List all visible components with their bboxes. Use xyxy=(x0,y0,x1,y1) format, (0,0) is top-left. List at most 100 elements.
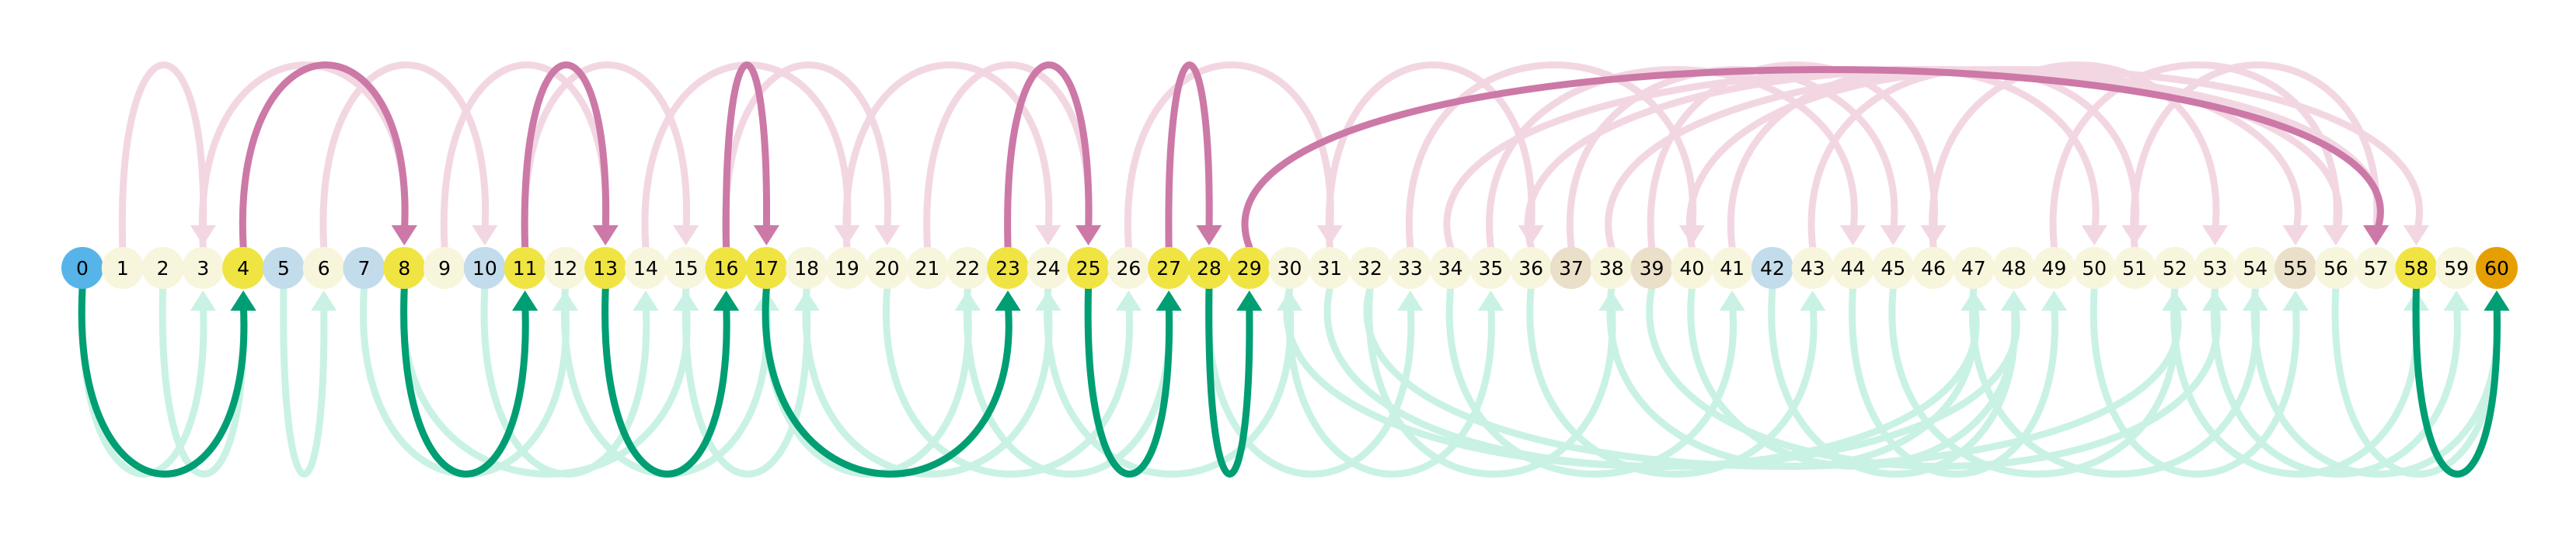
node: 47 xyxy=(1952,247,1995,289)
node: 2 xyxy=(141,247,184,289)
highlight-blue-node: 10 xyxy=(463,247,506,289)
path-node: 28 xyxy=(1187,247,1230,289)
node-label: 7 xyxy=(358,257,371,280)
node-label: 19 xyxy=(835,257,859,280)
node-label: 20 xyxy=(875,257,900,280)
node: 14 xyxy=(624,247,667,289)
node-label: 47 xyxy=(1961,257,1986,280)
node-label: 51 xyxy=(2122,257,2147,280)
faded-edge xyxy=(280,285,337,478)
node-label: 1 xyxy=(117,257,129,280)
path-node: 25 xyxy=(1067,247,1110,289)
node-label: 42 xyxy=(1760,257,1785,280)
path-node: 4 xyxy=(222,247,265,289)
faded-edge xyxy=(319,61,498,251)
path-edge xyxy=(1084,285,1182,478)
start-node: 0 xyxy=(61,247,103,289)
node-label: 5 xyxy=(277,257,290,280)
path-edge xyxy=(762,285,1021,478)
node-label: 40 xyxy=(1679,257,1704,280)
path-node: 17 xyxy=(745,247,788,289)
path-edge xyxy=(1205,285,1263,478)
highlight-blue-node: 7 xyxy=(343,247,385,289)
node-label: 36 xyxy=(1518,257,1543,280)
faded-edge xyxy=(1363,285,2188,470)
node-label: 29 xyxy=(1237,257,1262,280)
node-label: 6 xyxy=(318,257,330,280)
faded-edge xyxy=(1848,285,2067,478)
node-label: 9 xyxy=(438,257,451,280)
path-edge xyxy=(1004,61,1102,251)
node: 52 xyxy=(2153,247,2196,289)
faded-edge xyxy=(560,285,779,478)
node: 15 xyxy=(664,247,707,289)
path-node: 16 xyxy=(705,247,748,289)
node: 33 xyxy=(1389,247,1431,289)
node-label: 13 xyxy=(593,257,618,280)
faded-edge xyxy=(521,61,699,251)
node-label: 37 xyxy=(1559,257,1584,280)
node: 26 xyxy=(1107,247,1150,289)
node: 50 xyxy=(2073,247,2116,289)
path-edge xyxy=(722,61,779,251)
node-label: 53 xyxy=(2203,257,2228,280)
highlight-tan-node: 55 xyxy=(2274,247,2317,289)
node: 9 xyxy=(424,247,466,289)
node-label: 43 xyxy=(1800,257,1825,280)
node-label: 17 xyxy=(754,257,779,280)
node: 59 xyxy=(2435,247,2478,289)
highlight-tan-node: 37 xyxy=(1549,247,1592,289)
node: 41 xyxy=(1711,247,1754,289)
node: 44 xyxy=(1832,247,1874,289)
node: 40 xyxy=(1671,247,1713,289)
node-label: 27 xyxy=(1156,257,1181,280)
node-label: 23 xyxy=(995,257,1020,280)
faded-edge xyxy=(1929,61,2229,251)
node-label: 60 xyxy=(2484,257,2509,280)
faded-edge xyxy=(198,61,417,251)
node-label: 56 xyxy=(2323,257,2348,280)
node-label: 58 xyxy=(2404,257,2429,280)
node-label: 41 xyxy=(1720,257,1745,280)
node: 22 xyxy=(946,247,989,289)
path-node: 8 xyxy=(383,247,426,289)
faded-edge xyxy=(480,285,659,478)
node: 12 xyxy=(544,247,587,289)
faded-edge xyxy=(1323,285,1987,470)
faded-edge xyxy=(842,61,1061,251)
goal-node: 60 xyxy=(2476,247,2518,289)
path-edge xyxy=(1165,61,1222,251)
node-label: 59 xyxy=(2444,257,2469,280)
node-label: 34 xyxy=(1438,257,1463,280)
node: 46 xyxy=(1912,247,1955,289)
node-label: 2 xyxy=(157,257,169,280)
node-label: 48 xyxy=(2002,257,2027,280)
node-label: 44 xyxy=(1841,257,1866,280)
highlight-blue-node: 5 xyxy=(262,247,305,289)
node-label: 26 xyxy=(1116,257,1141,280)
node: 45 xyxy=(1872,247,1915,289)
node: 6 xyxy=(302,247,345,289)
node: 43 xyxy=(1791,247,1834,289)
node-label: 52 xyxy=(2163,257,2187,280)
node: 51 xyxy=(2113,247,2156,289)
node-label: 45 xyxy=(1881,257,1905,280)
faded-edge xyxy=(1486,66,1867,251)
node-label: 55 xyxy=(2283,257,2308,280)
node: 54 xyxy=(2234,247,2277,289)
faded-edge xyxy=(1443,66,2390,251)
node: 21 xyxy=(906,247,949,289)
node-label: 8 xyxy=(398,257,410,280)
path-edge xyxy=(2412,285,2510,478)
node: 56 xyxy=(2314,247,2357,289)
node-label: 35 xyxy=(1479,257,1504,280)
path-node: 27 xyxy=(1148,247,1190,289)
faded-edge xyxy=(1445,285,1745,478)
path-node: 11 xyxy=(504,247,546,289)
node-label: 54 xyxy=(2243,257,2268,280)
faded-edge xyxy=(359,285,578,478)
faded-edge xyxy=(762,285,981,478)
node: 34 xyxy=(1429,247,1472,289)
node-label: 3 xyxy=(197,257,209,280)
